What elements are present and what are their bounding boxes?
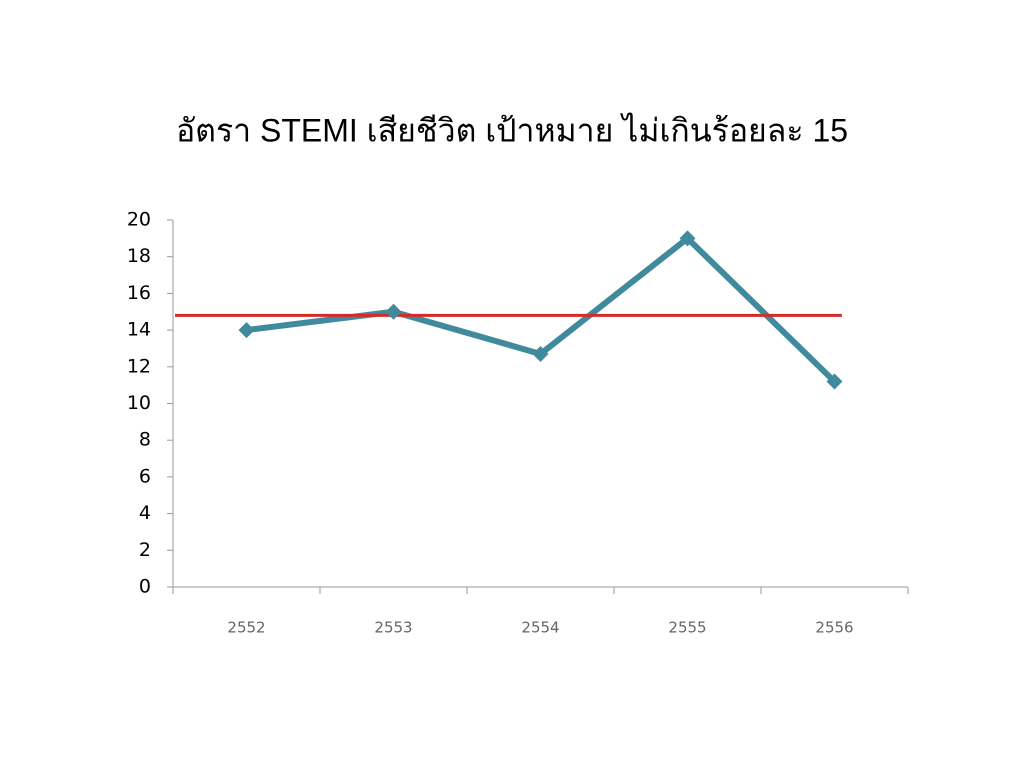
y-tick-label: 12 <box>127 355 151 377</box>
x-tick-label: 2555 <box>668 619 706 637</box>
y-tick-label: 16 <box>127 282 151 304</box>
y-tick-label: 6 <box>139 465 151 487</box>
marker <box>532 345 549 362</box>
y-tick-label: 8 <box>139 429 151 451</box>
x-tick-label: 2554 <box>521 619 559 637</box>
x-tick-label: 2556 <box>815 619 853 637</box>
marker <box>238 322 255 339</box>
marker <box>679 230 696 247</box>
x-tick-label: 2552 <box>227 619 265 637</box>
x-tick-label: 2553 <box>374 619 412 637</box>
y-tick-label: 2 <box>139 539 151 561</box>
marker <box>826 373 843 390</box>
y-tick-label: 20 <box>127 209 151 231</box>
y-tick-label: 18 <box>127 245 151 267</box>
y-tick-label: 0 <box>139 576 151 598</box>
y-tick-label: 4 <box>139 502 151 524</box>
chart-title: อัตรา STEMI เสียชีวิต เป้าหมาย ไม่เกินร้… <box>176 112 848 148</box>
marker <box>385 303 402 320</box>
y-tick-label: 14 <box>127 319 151 341</box>
y-tick-label: 10 <box>127 392 151 414</box>
